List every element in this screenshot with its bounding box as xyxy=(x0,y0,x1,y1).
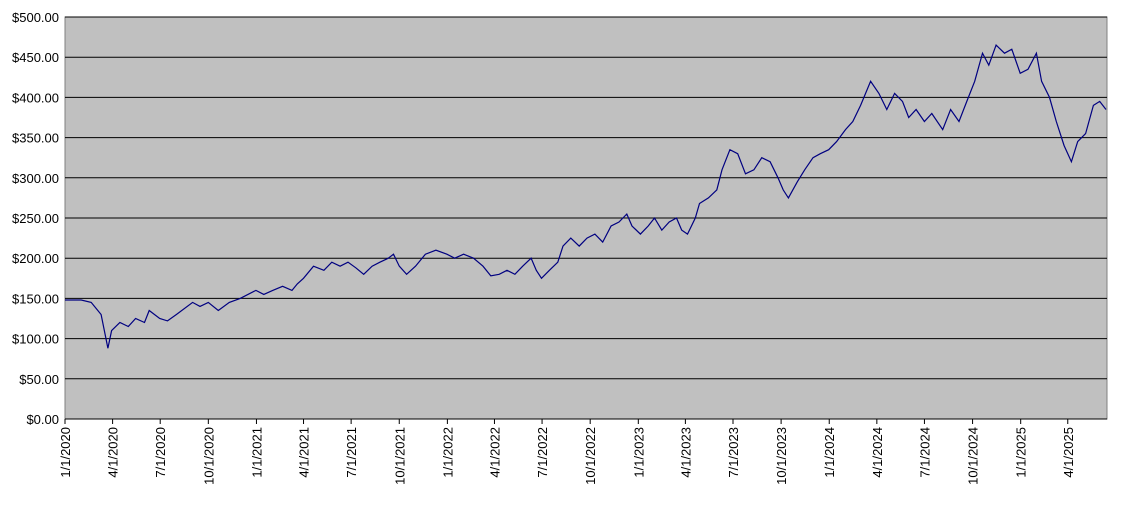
x-tick-label: 10/1/2024 xyxy=(966,427,981,485)
x-tick-label: 4/1/2024 xyxy=(870,427,885,478)
x-tick-label: 1/1/2025 xyxy=(1014,427,1029,478)
x-tick-label: 4/1/2021 xyxy=(297,427,312,478)
x-tick-label: 4/1/2025 xyxy=(1061,427,1076,478)
x-tick-label: 7/1/2021 xyxy=(344,427,359,478)
y-tick-label: $0.00 xyxy=(26,412,59,427)
y-tick-label: $450.00 xyxy=(12,50,59,65)
x-tick-label: 7/1/2022 xyxy=(535,427,550,478)
x-tick-label: 7/1/2023 xyxy=(726,427,741,478)
y-tick-label: $150.00 xyxy=(12,291,59,306)
y-tick-label: $50.00 xyxy=(19,372,59,387)
y-tick-label: $300.00 xyxy=(12,171,59,186)
x-tick-label: 1/1/2021 xyxy=(249,427,264,478)
x-tick-label: 10/1/2020 xyxy=(201,427,216,485)
x-tick-label: 1/1/2022 xyxy=(440,427,455,478)
price-line xyxy=(65,44,1107,349)
x-tick-label: 4/1/2020 xyxy=(106,427,121,478)
x-tick-label: 4/1/2023 xyxy=(678,427,693,478)
x-tick-label: 7/1/2024 xyxy=(917,427,932,478)
y-tick-label: $200.00 xyxy=(12,251,59,266)
x-tick-label: 10/1/2022 xyxy=(583,427,598,485)
y-tick-label: $250.00 xyxy=(12,211,59,226)
x-tick-label: 10/1/2023 xyxy=(774,427,789,485)
x-tick-label: 1/1/2024 xyxy=(822,427,837,478)
y-tick-label: $500.00 xyxy=(12,10,59,25)
x-tick-label: 7/1/2020 xyxy=(153,427,168,478)
x-tick-label: 4/1/2022 xyxy=(487,427,502,478)
y-tick-label: $350.00 xyxy=(12,131,59,146)
y-tick-label: $100.00 xyxy=(12,332,59,347)
x-tick-label: 10/1/2021 xyxy=(392,427,407,485)
x-tick-label: 1/1/2020 xyxy=(58,427,73,478)
y-tick-label: $400.00 xyxy=(12,90,59,105)
x-tick-label: 1/1/2023 xyxy=(631,427,646,478)
